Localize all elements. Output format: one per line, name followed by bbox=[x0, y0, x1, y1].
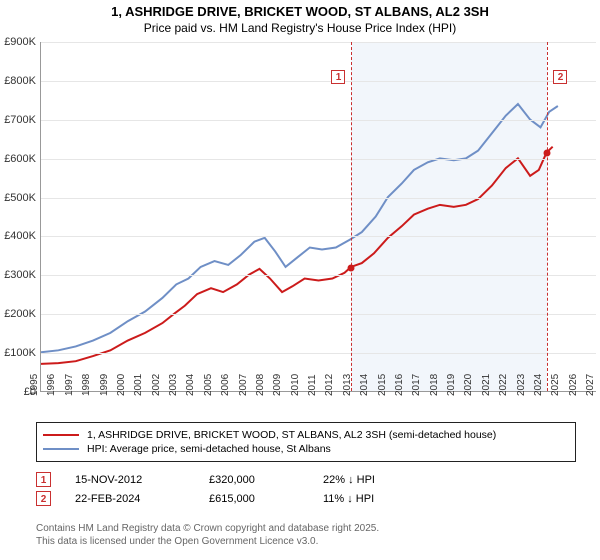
x-axis-tick-label: 2017 bbox=[411, 374, 422, 396]
x-axis-tick-label: 2011 bbox=[307, 374, 318, 396]
y-axis-tick-label: £200K bbox=[4, 308, 36, 320]
event-row: 2 22-FEB-2024 £615,000 11% ↓ HPI bbox=[36, 491, 576, 506]
y-axis-tick-label: £300K bbox=[4, 269, 36, 281]
title-block: 1, ASHRIDGE DRIVE, BRICKET WOOD, ST ALBA… bbox=[0, 0, 600, 37]
legend-item: HPI: Average price, semi-detached house,… bbox=[43, 443, 569, 455]
footer: Contains HM Land Registry data © Crown c… bbox=[36, 522, 379, 548]
marker-number-box: 1 bbox=[331, 70, 345, 84]
chart-area: 12 £0£100K£200K£300K£400K£500K£600K£700K… bbox=[0, 42, 598, 412]
x-axis-tick-label: 1995 bbox=[29, 374, 40, 396]
y-axis-tick-label: £900K bbox=[4, 36, 36, 48]
series-line-property bbox=[41, 147, 553, 364]
marker-dot bbox=[544, 149, 551, 156]
marker-number-box: 2 bbox=[553, 70, 567, 84]
x-axis-tick-label: 2020 bbox=[463, 374, 474, 396]
x-axis-tick-label: 2022 bbox=[498, 374, 509, 396]
x-axis-tick-label: 1996 bbox=[46, 374, 57, 396]
events-table: 1 15-NOV-2012 £320,000 22% ↓ HPI 2 22-FE… bbox=[36, 468, 576, 510]
x-axis-tick-label: 2013 bbox=[342, 374, 353, 396]
event-date: 22-FEB-2024 bbox=[75, 493, 185, 505]
legend-swatch bbox=[43, 434, 79, 436]
legend: 1, ASHRIDGE DRIVE, BRICKET WOOD, ST ALBA… bbox=[36, 422, 576, 462]
footer-line: Contains HM Land Registry data © Crown c… bbox=[36, 522, 379, 535]
x-axis-tick-label: 1999 bbox=[98, 374, 109, 396]
x-axis-tick-label: 2008 bbox=[255, 374, 266, 396]
chart-title: 1, ASHRIDGE DRIVE, BRICKET WOOD, ST ALBA… bbox=[0, 4, 600, 19]
x-axis-tick-label: 2006 bbox=[220, 374, 231, 396]
event-price: £615,000 bbox=[209, 493, 299, 505]
x-axis-tick-label: 2025 bbox=[550, 374, 561, 396]
marker-dot bbox=[348, 264, 355, 271]
y-axis-tick-label: £800K bbox=[4, 75, 36, 87]
event-delta: 11% ↓ HPI bbox=[323, 493, 374, 505]
x-axis-tick-label: 2019 bbox=[446, 374, 457, 396]
x-axis-tick-label: 2010 bbox=[290, 374, 301, 396]
x-axis-tick-label: 2002 bbox=[151, 374, 162, 396]
x-axis-tick-label: 2026 bbox=[568, 374, 579, 396]
x-axis-tick-label: 2015 bbox=[376, 374, 387, 396]
event-row: 1 15-NOV-2012 £320,000 22% ↓ HPI bbox=[36, 472, 576, 487]
x-axis-tick-label: 1997 bbox=[64, 374, 75, 396]
plot-region: 12 bbox=[40, 42, 596, 392]
x-axis-tick-label: 2016 bbox=[394, 374, 405, 396]
x-axis-tick-label: 2012 bbox=[324, 374, 335, 396]
chart-container: 1, ASHRIDGE DRIVE, BRICKET WOOD, ST ALBA… bbox=[0, 0, 600, 560]
marker-vline bbox=[547, 42, 548, 391]
legend-label: HPI: Average price, semi-detached house,… bbox=[87, 443, 331, 455]
y-axis-tick-label: £400K bbox=[4, 230, 36, 242]
x-axis-tick-label: 2003 bbox=[168, 374, 179, 396]
x-axis-tick-label: 2027 bbox=[585, 374, 596, 396]
legend-label: 1, ASHRIDGE DRIVE, BRICKET WOOD, ST ALBA… bbox=[87, 429, 496, 441]
legend-swatch bbox=[43, 448, 79, 450]
legend-item: 1, ASHRIDGE DRIVE, BRICKET WOOD, ST ALBA… bbox=[43, 429, 569, 441]
event-marker-box: 2 bbox=[36, 491, 51, 506]
marker-vline bbox=[351, 42, 352, 391]
x-axis-tick-label: 2005 bbox=[203, 374, 214, 396]
x-axis-tick-label: 1998 bbox=[81, 374, 92, 396]
event-marker-box: 1 bbox=[36, 472, 51, 487]
x-axis-tick-label: 2023 bbox=[515, 374, 526, 396]
x-axis-tick-label: 2009 bbox=[272, 374, 283, 396]
x-axis-tick-label: 2001 bbox=[133, 374, 144, 396]
y-axis-tick-label: £500K bbox=[4, 192, 36, 204]
line-series-svg bbox=[41, 42, 596, 391]
chart-subtitle: Price paid vs. HM Land Registry's House … bbox=[0, 21, 600, 35]
footer-line: This data is licensed under the Open Gov… bbox=[36, 535, 379, 548]
y-axis-tick-label: £600K bbox=[4, 153, 36, 165]
x-axis-tick-label: 2000 bbox=[116, 374, 127, 396]
x-axis-tick-label: 2007 bbox=[237, 374, 248, 396]
event-date: 15-NOV-2012 bbox=[75, 474, 185, 486]
x-axis-tick-label: 2021 bbox=[481, 374, 492, 396]
y-axis-tick-label: £100K bbox=[4, 347, 36, 359]
x-axis-tick-label: 2024 bbox=[533, 374, 544, 396]
event-delta: 22% ↓ HPI bbox=[323, 474, 375, 486]
x-axis-tick-label: 2004 bbox=[185, 374, 196, 396]
x-axis-tick-label: 2014 bbox=[359, 374, 370, 396]
x-axis-tick-label: 2018 bbox=[429, 374, 440, 396]
y-axis-tick-label: £700K bbox=[4, 114, 36, 126]
event-price: £320,000 bbox=[209, 474, 299, 486]
